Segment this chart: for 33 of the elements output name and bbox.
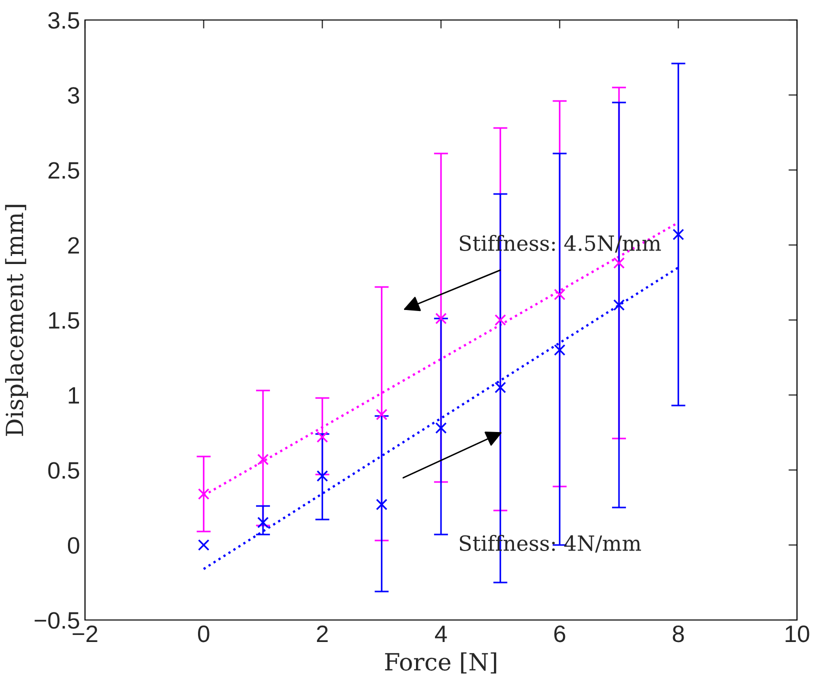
point — [672, 228, 684, 240]
point — [613, 299, 625, 311]
x-tick-label: 6 — [554, 625, 566, 642]
point — [316, 470, 328, 482]
point — [198, 539, 210, 551]
y-tick-label: 2.5 — [48, 162, 80, 179]
x-tick-label: 2 — [316, 625, 328, 642]
point — [376, 408, 388, 420]
x-tick-label: 10 — [786, 625, 810, 642]
point — [613, 257, 625, 269]
point — [376, 498, 388, 510]
x-tick-label: 4 — [434, 626, 447, 642]
point — [435, 422, 447, 434]
y-tick-label: 0.5 — [48, 462, 80, 479]
point — [494, 382, 506, 394]
point — [198, 488, 210, 500]
point — [257, 516, 269, 528]
y-tick-label: 2 — [68, 237, 79, 254]
point — [554, 344, 566, 356]
x-tick-label: 0 — [198, 625, 210, 642]
y-tick-label: 0 — [68, 537, 80, 554]
point — [435, 312, 447, 324]
y-axis-title: Displacement [mm] — [5, 204, 28, 436]
point — [316, 431, 328, 443]
point — [554, 288, 566, 300]
x-tick-label: 8 — [672, 625, 684, 642]
y-tick-label: 1.5 — [49, 312, 80, 329]
point — [494, 314, 506, 326]
y-tick-label: 3 — [68, 87, 80, 104]
y-tick-label: 3.5 — [48, 12, 80, 29]
point — [257, 454, 269, 466]
x-axis-title: Force [N] — [385, 652, 496, 674]
y-tick-label: 1 — [68, 387, 79, 404]
